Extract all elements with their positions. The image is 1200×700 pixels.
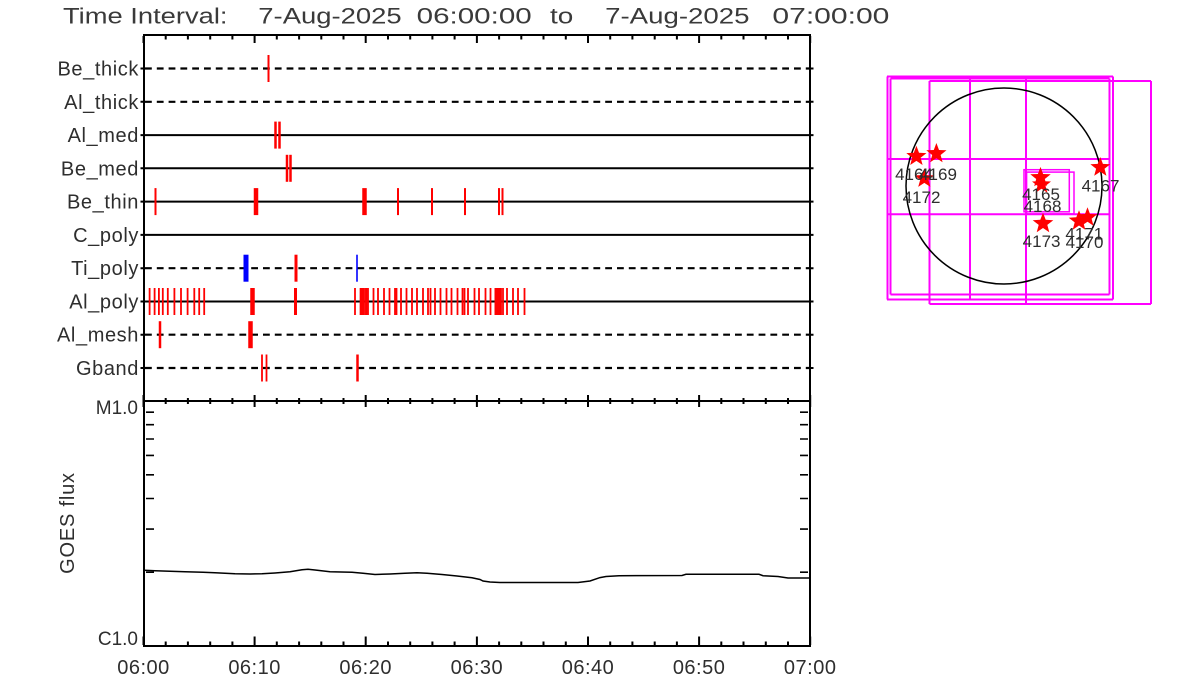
svg-text:Al_thick: Al_thick <box>64 92 139 114</box>
svg-text:06:40: 06:40 <box>562 657 615 679</box>
svg-text:4173: 4173 <box>1023 232 1061 251</box>
svg-text:06:10: 06:10 <box>228 657 281 679</box>
svg-text:C1.0: C1.0 <box>98 629 138 650</box>
svg-text:06:30: 06:30 <box>451 657 504 679</box>
svg-text:Time Interval:: Time Interval: <box>63 4 228 29</box>
svg-text:Al_mesh: Al_mesh <box>57 325 139 347</box>
svg-text:4172: 4172 <box>903 188 941 207</box>
svg-text:4169: 4169 <box>919 165 957 184</box>
svg-text:Ti_poly: Ti_poly <box>71 258 139 280</box>
svg-text:07:00: 07:00 <box>784 657 837 679</box>
svg-text:C_poly: C_poly <box>73 225 139 247</box>
svg-text:4165: 4165 <box>1022 185 1060 204</box>
svg-text:4167: 4167 <box>1082 177 1120 196</box>
svg-text:06:50: 06:50 <box>673 657 726 679</box>
svg-text:GOES flux: GOES flux <box>57 472 79 574</box>
svg-text:07:00:00: 07:00:00 <box>772 4 889 29</box>
svg-text:06:20: 06:20 <box>339 657 392 679</box>
svg-text:Be_med: Be_med <box>61 158 139 180</box>
svg-text:06:00:00: 06:00:00 <box>417 4 532 29</box>
svg-text:4168: 4168 <box>1024 197 1062 216</box>
svg-text:M1.0: M1.0 <box>96 398 138 419</box>
svg-text:4171: 4171 <box>1065 225 1103 244</box>
svg-text:4164: 4164 <box>895 165 933 184</box>
svg-text:Be_thin: Be_thin <box>67 192 139 214</box>
svg-text:Al_med: Al_med <box>68 125 139 147</box>
svg-text:7-Aug-2025: 7-Aug-2025 <box>258 4 401 29</box>
svg-text:06:00: 06:00 <box>117 657 170 679</box>
svg-text:Be_thick: Be_thick <box>57 59 139 81</box>
svg-text:Gband: Gband <box>76 358 139 380</box>
svg-text:to: to <box>550 4 573 29</box>
svg-text:4170: 4170 <box>1066 233 1104 252</box>
svg-text:7-Aug-2025: 7-Aug-2025 <box>605 4 749 29</box>
svg-text:Al_poly: Al_poly <box>69 292 139 314</box>
